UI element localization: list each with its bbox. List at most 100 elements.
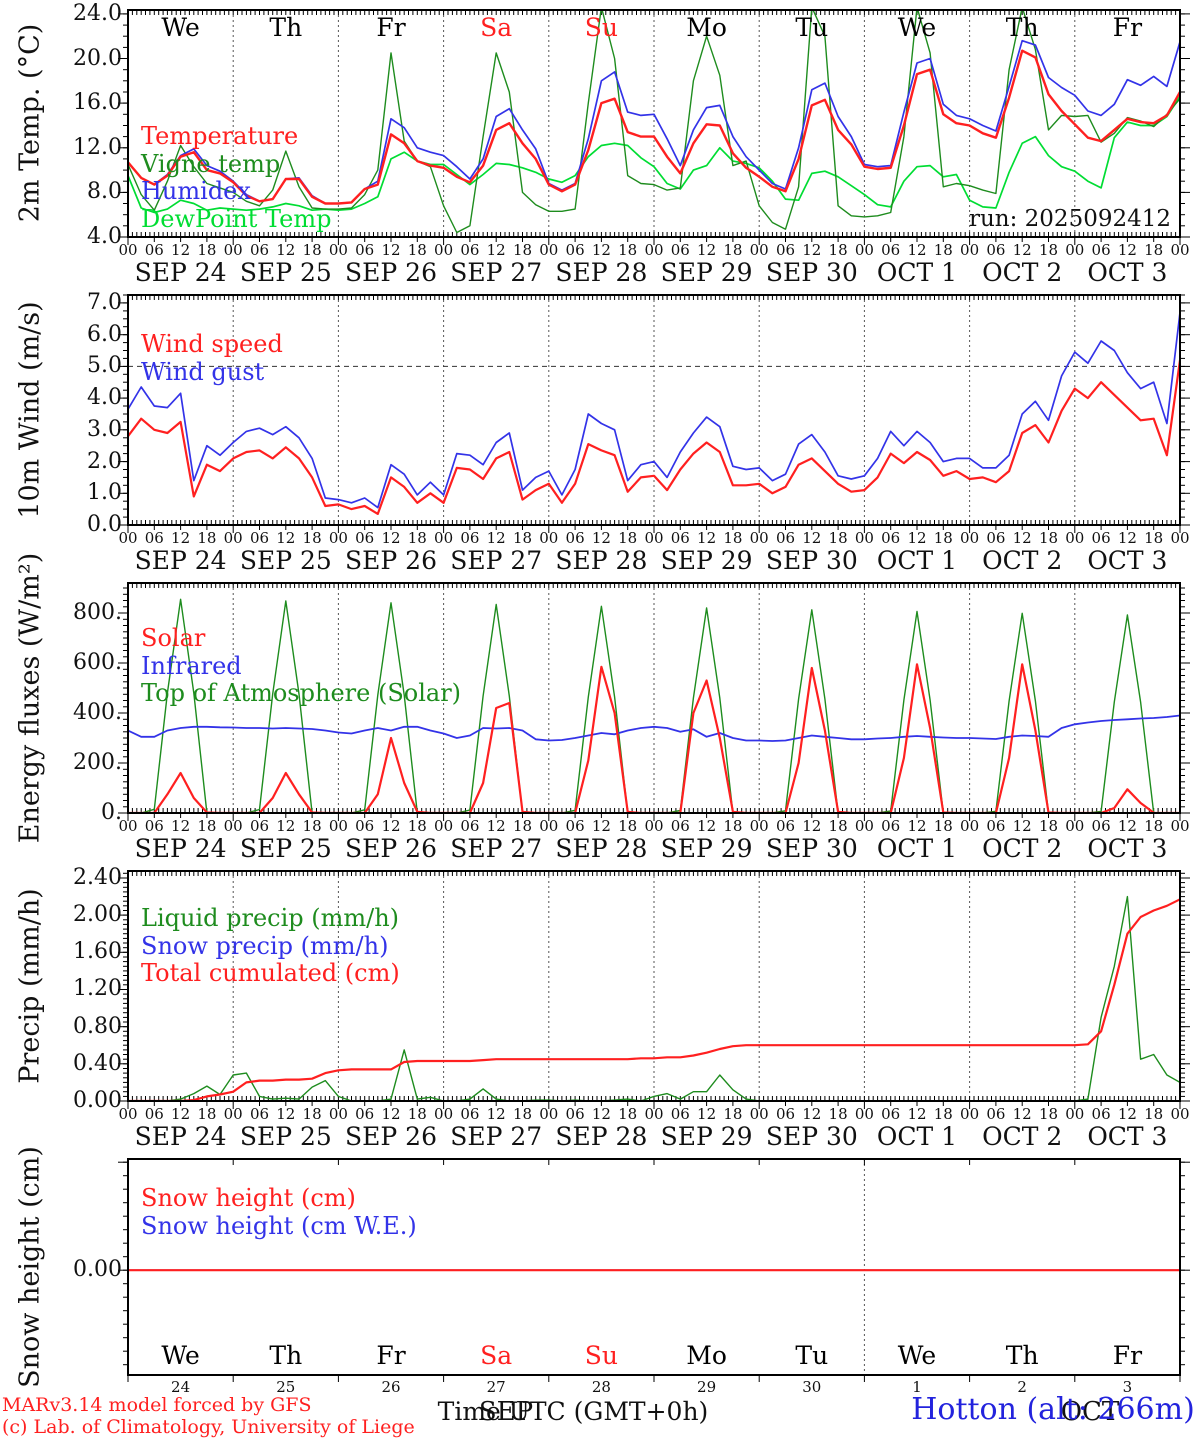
hour-label: 12	[1117, 817, 1137, 835]
hour-label: 18	[1038, 241, 1059, 259]
credit-line-2: (c) Lab. of Climatology, University of L…	[2, 1416, 415, 1438]
hour-label: 06	[1091, 817, 1111, 835]
month-label-oct: OCT	[1060, 1397, 1120, 1427]
hour-label: 00	[1065, 817, 1085, 835]
hour-label: 06	[355, 241, 375, 259]
hour-label: 00	[749, 817, 769, 835]
hour-label: 00	[854, 817, 874, 835]
hour-label: 00	[749, 241, 769, 259]
hour-label: 18	[407, 529, 427, 547]
hour-label: 00	[118, 529, 138, 547]
hour-label: 00	[1065, 1105, 1085, 1123]
hour-label: 06	[986, 1105, 1006, 1123]
hour-label: 00	[1065, 529, 1085, 547]
hour-label: 12	[171, 1105, 191, 1123]
hour-label: 18	[618, 529, 638, 547]
hour-label: 06	[460, 529, 480, 547]
hour-label: 12	[1012, 817, 1032, 835]
hour-label: 12	[697, 817, 717, 835]
hour-label: 12	[802, 1105, 822, 1123]
date-label: SEP 24	[134, 834, 227, 863]
day-of-week-label: Th	[269, 1341, 303, 1370]
date-label: SEP 24	[134, 258, 227, 287]
hour-label: 18	[407, 1105, 427, 1123]
day-of-week-label: Sa	[480, 13, 513, 42]
hour-label: 12	[171, 241, 191, 259]
ytick-label-panel5: 0.00	[73, 1257, 122, 1283]
hour-label: 00	[434, 529, 454, 547]
date-label: OCT 3	[1087, 1122, 1168, 1151]
hour-label: 00	[1170, 1105, 1190, 1123]
hour-label: 18	[618, 241, 638, 259]
legend-solar: Solar	[141, 624, 206, 652]
ytick-label-panel1: 12.0	[73, 134, 122, 160]
date-label: SEP 29	[660, 834, 753, 863]
date-label: OCT 1	[876, 546, 958, 575]
hour-label: 00	[539, 817, 559, 835]
date-label: SEP 27	[450, 258, 543, 287]
date-label: SEP 26	[345, 258, 437, 287]
hour-label: 12	[486, 1105, 506, 1123]
hour-label: 00	[118, 1105, 138, 1123]
hour-label: 00	[960, 241, 980, 259]
hour-label: 06	[460, 1105, 480, 1123]
ytick-label-panel2: 6.0	[87, 321, 122, 347]
hour-label: 06	[460, 241, 480, 259]
day-number-label: 24	[171, 1378, 191, 1396]
hour-label: 18	[933, 529, 953, 547]
day-of-week-label: Th	[1005, 13, 1039, 42]
hour-label: 00	[1065, 241, 1085, 259]
legend-snow-height-cm: Snow height (cm)	[141, 1184, 356, 1212]
ytick-label-panel2: 5.0	[87, 353, 122, 379]
hour-label: 12	[486, 817, 506, 835]
hour-label: 00	[539, 529, 559, 547]
date-label: SEP 28	[555, 546, 648, 575]
ytick-label-panel3: 0.	[101, 800, 122, 825]
hour-label: 18	[723, 529, 743, 547]
date-label: SEP 25	[239, 1122, 332, 1151]
hour-label: 12	[381, 241, 401, 259]
day-of-week-label: We	[161, 13, 200, 42]
hour-label: 06	[775, 1105, 796, 1123]
hour-label: 06	[460, 817, 480, 835]
hour-label: 12	[1117, 529, 1137, 547]
hour-label: 12	[697, 529, 717, 547]
ytick-label-panel1: 20.0	[73, 45, 122, 71]
day-of-week-label: Fr	[376, 13, 406, 42]
series-infrared	[128, 714, 1180, 742]
hour-label: 00	[960, 1105, 980, 1123]
hour-label: 00	[644, 817, 664, 835]
hour-label: 18	[302, 241, 322, 259]
ytick-label-panel1: 24.0	[73, 0, 122, 26]
series-liquid-precip	[128, 895, 1180, 1101]
hour-label: 06	[670, 817, 690, 835]
hour-label: 00	[644, 529, 664, 547]
series-solar	[128, 663, 1180, 813]
day-of-week-label: Su	[584, 13, 618, 42]
hour-label: 12	[1012, 529, 1032, 547]
day-number-label: 1	[912, 1378, 922, 1396]
date-label: SEP 26	[345, 546, 437, 575]
hour-label: 00	[1170, 529, 1190, 547]
legend-snow-precip-mm-h: Snow precip (mm/h)	[141, 931, 389, 960]
hour-label: 00	[644, 1105, 664, 1123]
hour-label: 18	[1038, 817, 1059, 835]
ytick-label-panel2: 7.0	[87, 289, 122, 315]
date-label: SEP 27	[450, 834, 543, 863]
hour-label: 12	[276, 1105, 296, 1123]
ytick-label-panel4: 1.60	[73, 939, 122, 965]
date-label: SEP 28	[555, 834, 648, 863]
hour-label: 18	[1038, 529, 1059, 547]
legend-wind-speed: Wind speed	[141, 330, 283, 358]
hour-label: 00	[1170, 817, 1190, 835]
day-number-label: 30	[802, 1378, 822, 1396]
ytick-label-panel4: 0.80	[73, 1013, 122, 1039]
hour-label: 12	[697, 1105, 717, 1123]
xaxis-title: Time UTC (GMT+0h)	[437, 1397, 709, 1426]
hour-label: 06	[986, 817, 1006, 835]
date-label: SEP 25	[239, 834, 332, 863]
hour-label: 06	[144, 817, 164, 835]
hour-label: 06	[1091, 529, 1111, 547]
ytick-label-panel2: 4.0	[87, 385, 122, 411]
legend-liquid-precip-mm-h: Liquid precip (mm/h)	[141, 904, 400, 932]
